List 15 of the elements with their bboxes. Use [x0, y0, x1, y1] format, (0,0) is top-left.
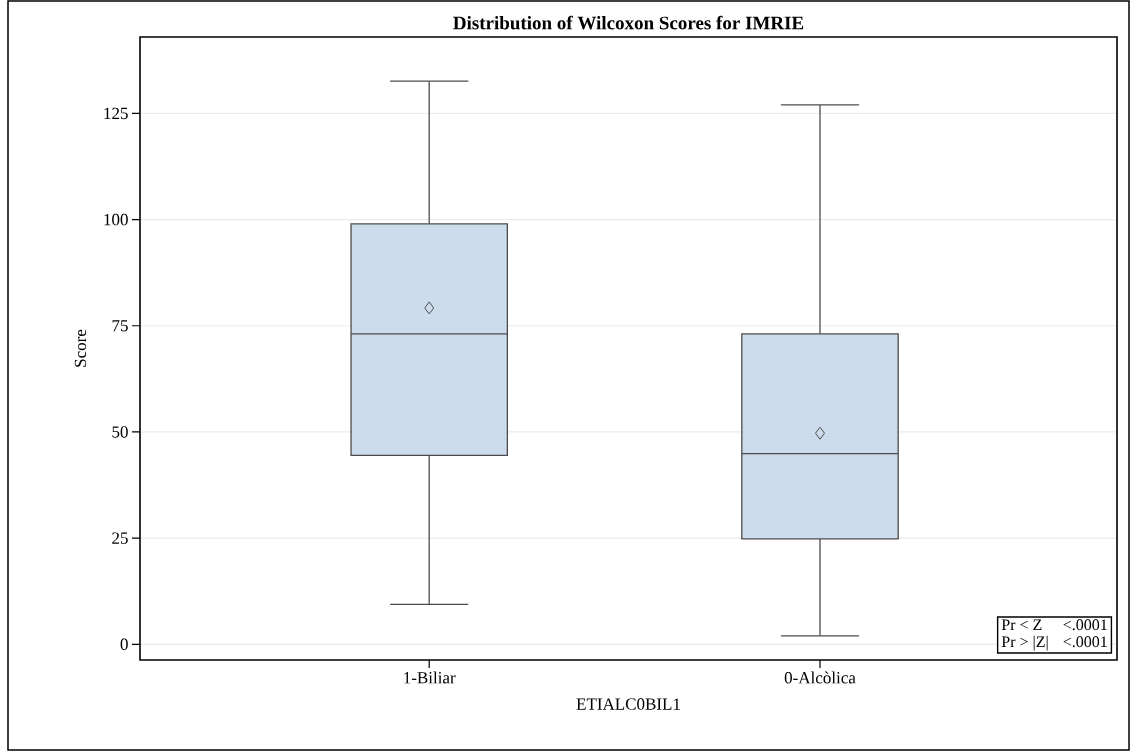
- chart-title: Distribution of Wilcoxon Scores for IMRIE: [453, 15, 804, 30]
- annotation: Pr < Z: [1001, 619, 1042, 630]
- annotation: <.0001: [1063, 619, 1107, 631]
- y-tick-label: 0: [120, 638, 128, 651]
- x-axis-title: ETIALC0BIL1: [576, 698, 680, 710]
- annotation: Pr > |Z|: [1001, 635, 1048, 651]
- y-tick-label: 100: [104, 213, 128, 226]
- x-tick-label: 0-Alcòlica: [784, 671, 856, 684]
- y-tick-label: 25: [112, 532, 128, 544]
- x-tick-label: 1-Biliar: [404, 671, 456, 684]
- y-tick-label: 50: [112, 426, 128, 438]
- y-tick-label: 125: [104, 107, 128, 120]
- y-tick-label: 75: [112, 320, 128, 332]
- annotation: <.0001: [1063, 636, 1107, 648]
- y-axis-title: Score: [74, 329, 87, 367]
